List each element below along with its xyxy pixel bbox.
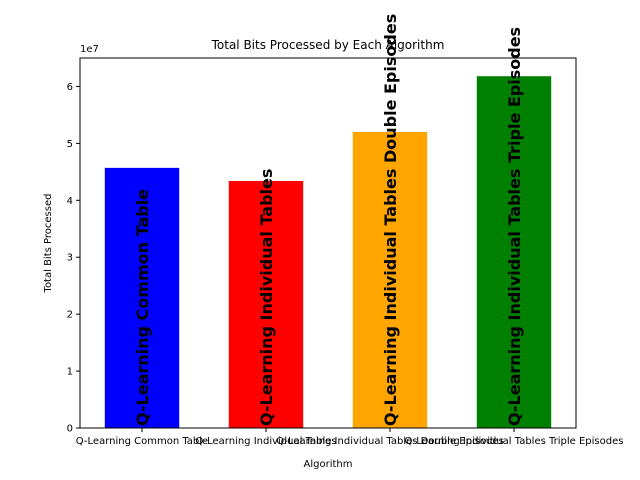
- chart-title: Total Bits Processed by Each Algorithm: [211, 38, 445, 52]
- bar: [352, 132, 428, 428]
- bar-value-label: Q-Learning Individual Tables Double Epis…: [381, 14, 400, 426]
- bar-value-label: Q-Learning Individual Tables Triple Epis…: [505, 27, 524, 426]
- y-tick-label: 4: [67, 196, 73, 207]
- x-tick-label: Q-Learning Individual Tables Triple Epis…: [405, 436, 624, 447]
- y-tick-label: 6: [67, 82, 73, 93]
- x-tick-label: Q-Learning Individual Tables Double Epis…: [276, 436, 504, 447]
- plot-frame: [79, 57, 577, 429]
- y-scale-label: 1e7: [80, 44, 99, 55]
- y-tick-label: 3: [67, 253, 73, 264]
- y-axis-label: Total Bits Processed: [43, 194, 54, 294]
- bar-value-label: Q-Learning Individual Tables: [257, 169, 276, 426]
- bar: [228, 180, 304, 428]
- x-tick-label: Q-Learning Individual Tables: [195, 436, 336, 447]
- y-tick-label: 0: [67, 424, 73, 435]
- bar: [104, 167, 180, 428]
- y-tick-label: 2: [67, 310, 73, 321]
- x-tick-label: Q-Learning Common Table: [76, 436, 208, 447]
- bar: [476, 76, 552, 428]
- y-tick-label: 1: [67, 367, 73, 378]
- y-tick-label: 5: [67, 139, 73, 150]
- x-axis-label: Algorithm: [304, 459, 353, 470]
- bar-value-label: Q-Learning Common Table: [133, 189, 152, 426]
